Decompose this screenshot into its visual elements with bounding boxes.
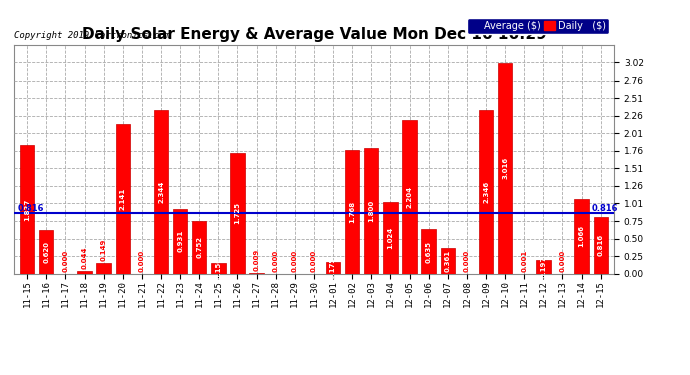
Text: 3.016: 3.016 [502, 157, 508, 179]
Text: 1.024: 1.024 [387, 227, 393, 249]
Bar [593, 217, 608, 274]
Text: 0.000: 0.000 [62, 250, 68, 272]
Bar [402, 120, 417, 274]
Text: 1.768: 1.768 [349, 201, 355, 223]
Text: 0.000: 0.000 [292, 250, 298, 272]
Bar [173, 209, 187, 274]
Bar [77, 271, 92, 274]
Text: 0.197: 0.197 [540, 256, 546, 278]
Bar [479, 110, 493, 274]
Legend: Average ($), Daily   ($): Average ($), Daily ($) [466, 18, 609, 34]
Text: 2.346: 2.346 [483, 181, 489, 203]
Bar [383, 202, 397, 274]
Text: 0.000: 0.000 [139, 250, 145, 272]
Text: 2.344: 2.344 [158, 181, 164, 203]
Text: 0.816: 0.816 [591, 204, 618, 213]
Text: 1.066: 1.066 [579, 225, 584, 248]
Text: 0.044: 0.044 [81, 246, 88, 268]
Bar [422, 230, 436, 274]
Text: 0.816: 0.816 [18, 204, 44, 213]
Bar [536, 260, 551, 274]
Text: 0.752: 0.752 [196, 237, 202, 258]
Bar [192, 221, 206, 274]
Bar [20, 145, 34, 274]
Text: 0.620: 0.620 [43, 241, 49, 263]
Text: 1.800: 1.800 [368, 200, 374, 222]
Text: 0.635: 0.635 [426, 240, 432, 262]
Text: 0.175: 0.175 [330, 256, 336, 279]
Text: 0.000: 0.000 [311, 250, 317, 272]
Text: 0.149: 0.149 [101, 239, 107, 261]
Text: 0.000: 0.000 [560, 250, 566, 272]
Bar [364, 148, 379, 274]
Text: 0.156: 0.156 [215, 257, 221, 279]
Text: 0.931: 0.931 [177, 230, 183, 252]
Bar [116, 124, 130, 274]
Text: 0.000: 0.000 [273, 250, 279, 272]
Bar [441, 249, 455, 274]
Text: 0.009: 0.009 [254, 249, 259, 271]
Text: 0.361: 0.361 [445, 250, 451, 272]
Text: 1.725: 1.725 [235, 202, 241, 224]
Bar [249, 273, 264, 274]
Bar [97, 263, 111, 274]
Bar [326, 261, 340, 274]
Text: 0.001: 0.001 [521, 249, 527, 272]
Title: Daily Solar Energy & Average Value Mon Dec 16 16:29: Daily Solar Energy & Average Value Mon D… [81, 27, 546, 42]
Bar [575, 199, 589, 274]
Bar [230, 153, 245, 274]
Bar [498, 63, 512, 274]
Text: 0.000: 0.000 [464, 250, 470, 272]
Bar [345, 150, 359, 274]
Text: 2.204: 2.204 [406, 186, 413, 208]
Bar [39, 230, 53, 274]
Bar [154, 110, 168, 274]
Text: Copyright 2019 Cartronics.com: Copyright 2019 Cartronics.com [14, 32, 170, 40]
Text: 1.837: 1.837 [24, 198, 30, 220]
Text: 2.141: 2.141 [120, 188, 126, 210]
Bar [211, 263, 226, 274]
Text: 0.816: 0.816 [598, 234, 604, 256]
